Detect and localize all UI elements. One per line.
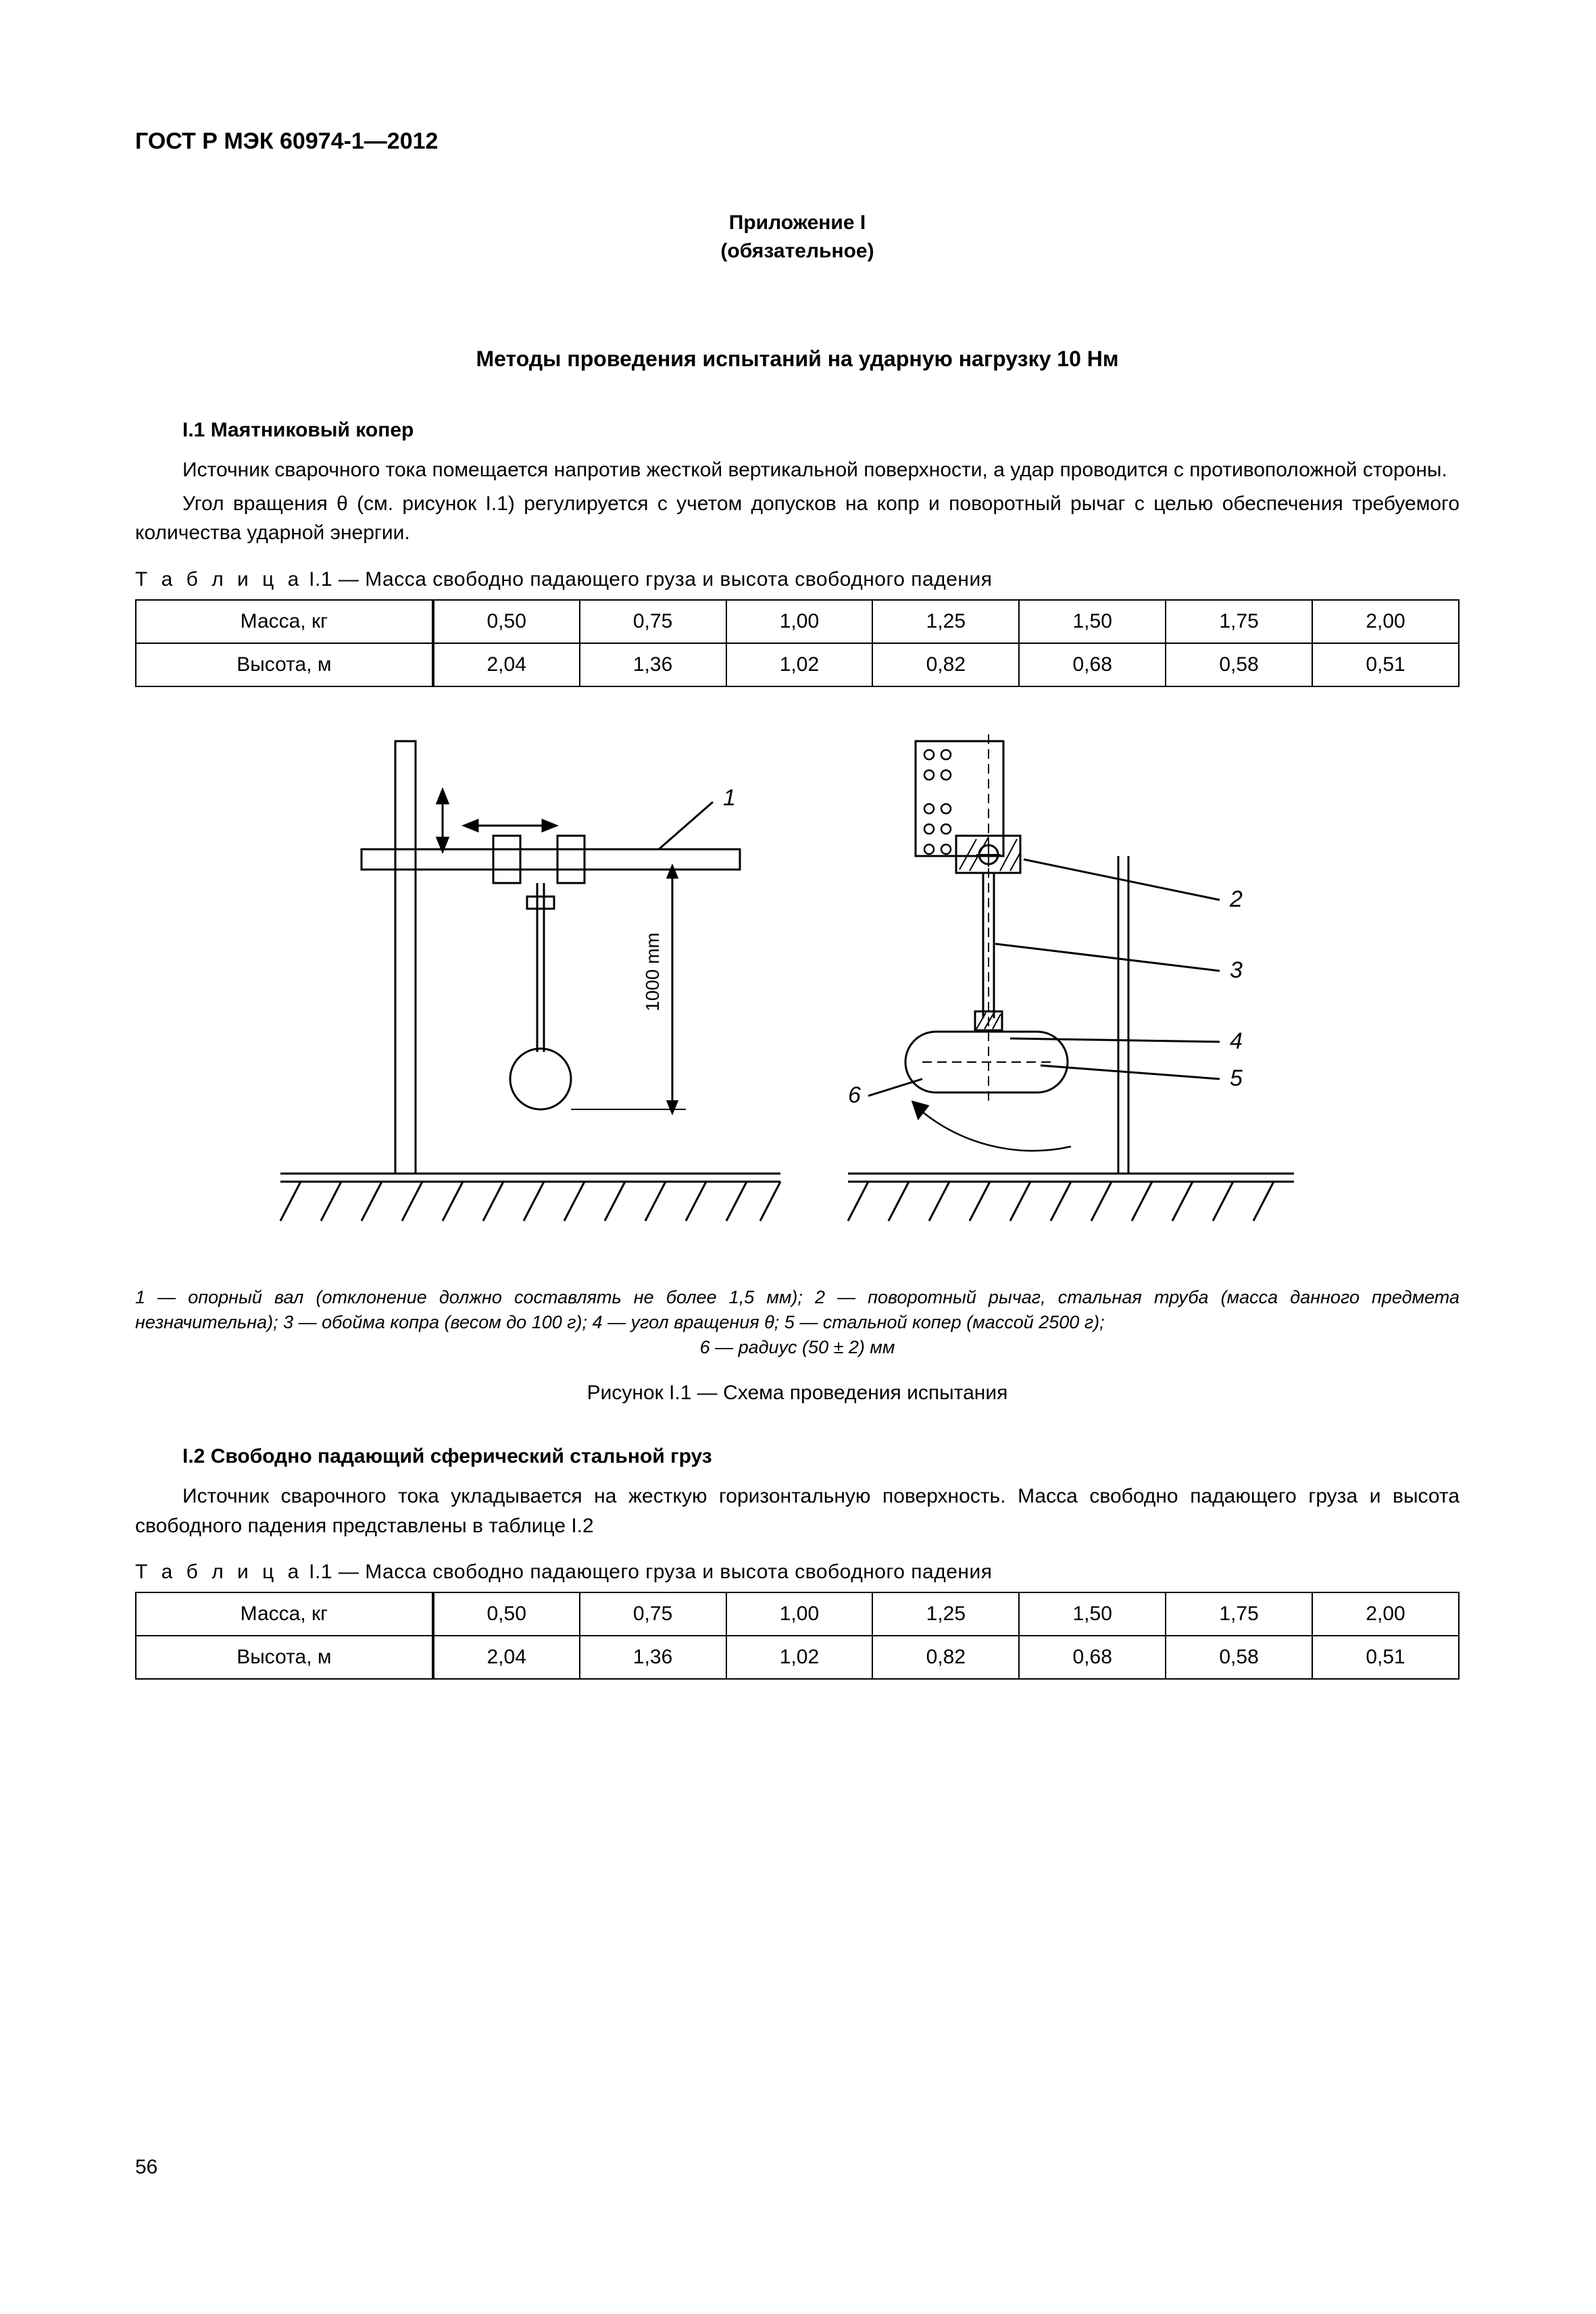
table1-height-label: Высота, м bbox=[136, 643, 433, 686]
table1-caption: Т а б л и ц а I.1 — Масса свободно падаю… bbox=[135, 568, 1460, 591]
table-cell: 0,75 bbox=[580, 1592, 726, 1636]
figure-title: Рисунок I.1 — Схема проведения испытания bbox=[135, 1382, 1460, 1405]
table-cell: 0,51 bbox=[1312, 643, 1459, 686]
table1-mass-label: Масса, кг bbox=[136, 600, 433, 643]
table-row: Масса, кг 0,50 0,75 1,00 1,25 1,50 1,75 … bbox=[136, 1592, 1459, 1636]
s1-heading: I.1 Маятниковый копер bbox=[135, 419, 1460, 442]
svg-text:4: 4 bbox=[1230, 1028, 1243, 1054]
table-cell: 1,25 bbox=[872, 600, 1019, 643]
appendix-kind: (обязательное) bbox=[720, 240, 874, 262]
table-cell: 0,75 bbox=[580, 600, 726, 643]
figure-i1: 1 1000 mm bbox=[135, 728, 1460, 1258]
table-cell: 0,68 bbox=[1019, 643, 1166, 686]
table2: Масса, кг 0,50 0,75 1,00 1,25 1,50 1,75 … bbox=[135, 1592, 1460, 1680]
table-cell: 1,00 bbox=[726, 600, 873, 643]
table-cell: 1,36 bbox=[580, 643, 726, 686]
table-cell: 0,50 bbox=[433, 1592, 580, 1636]
doc-header: ГОСТ Р МЭК 60974-1—2012 bbox=[135, 128, 1460, 155]
s2-heading: I.2 Свободно падающий сферический стальн… bbox=[135, 1445, 1460, 1468]
table1: Масса, кг 0,50 0,75 1,00 1,25 1,50 1,75 … bbox=[135, 599, 1460, 687]
svg-text:6: 6 bbox=[848, 1082, 861, 1108]
table-cell: 0,58 bbox=[1166, 1636, 1312, 1679]
table-cell: 0,58 bbox=[1166, 643, 1312, 686]
table-row: Масса, кг 0,50 0,75 1,00 1,25 1,50 1,75 … bbox=[136, 600, 1459, 643]
page-number: 56 bbox=[135, 2156, 157, 2179]
table-cell: 0,50 bbox=[433, 600, 580, 643]
appendix-label: Приложение I bbox=[729, 211, 866, 234]
svg-text:5: 5 bbox=[1230, 1065, 1243, 1091]
table-cell: 2,00 bbox=[1312, 1592, 1459, 1636]
legend-text: 1 — опорный вал (отклонение должно соста… bbox=[135, 1287, 1460, 1333]
table2-caption: Т а б л и ц а I.1 — Масса свободно падаю… bbox=[135, 1561, 1460, 1584]
table-cell: 1,50 bbox=[1019, 1592, 1166, 1636]
svg-text:2: 2 bbox=[1229, 886, 1243, 912]
table-cell: 0,68 bbox=[1019, 1636, 1166, 1679]
table-cell: 1,36 bbox=[580, 1636, 726, 1679]
table1-caption-rest: I.1 — Масса свободно падающего груза и в… bbox=[303, 568, 992, 590]
table-cell: 1,02 bbox=[726, 643, 873, 686]
figure-legend: 1 — опорный вал (отклонение должно соста… bbox=[135, 1285, 1460, 1336]
table1-caption-prefix: Т а б л и ц а bbox=[135, 568, 303, 590]
table-cell: 2,04 bbox=[433, 643, 580, 686]
table-cell: 2,04 bbox=[433, 1636, 580, 1679]
table2-caption-rest: I.1 — Масса свободно падающего груза и в… bbox=[303, 1561, 992, 1583]
table-cell: 0,51 bbox=[1312, 1636, 1459, 1679]
table-cell: 1,75 bbox=[1166, 600, 1312, 643]
appendix-title: Приложение I (обязательное) bbox=[135, 209, 1460, 266]
s1-p2: Угол вращения θ (см. рисунок I.1) регули… bbox=[135, 489, 1460, 548]
table2-caption-prefix: Т а б л и ц а bbox=[135, 1561, 303, 1583]
s2-p1: Источник сварочного тока укладывается на… bbox=[135, 1482, 1460, 1540]
table-cell: 0,82 bbox=[872, 1636, 1019, 1679]
main-title: Методы проведения испытаний на ударную н… bbox=[135, 347, 1460, 372]
table-row: Высота, м 2,04 1,36 1,02 0,82 0,68 0,58 … bbox=[136, 643, 1459, 686]
figure-legend-last: 6 — радиус (50 ± 2) мм bbox=[135, 1337, 1460, 1358]
table-cell: 1,25 bbox=[872, 1592, 1019, 1636]
table-cell: 2,00 bbox=[1312, 600, 1459, 643]
svg-text:1: 1 bbox=[723, 785, 736, 811]
table2-height-label: Высота, м bbox=[136, 1636, 433, 1679]
table-cell: 1,02 bbox=[726, 1636, 873, 1679]
legend-last-text: 6 — радиус (50 ± 2) мм bbox=[700, 1337, 895, 1357]
svg-text:1000 mm: 1000 mm bbox=[642, 932, 663, 1011]
s1-p1: Источник сварочного тока помещается напр… bbox=[135, 455, 1460, 485]
table-cell: 1,50 bbox=[1019, 600, 1166, 643]
table-cell: 1,00 bbox=[726, 1592, 873, 1636]
table2-mass-label: Масса, кг bbox=[136, 1592, 433, 1636]
table-cell: 0,82 bbox=[872, 643, 1019, 686]
svg-text:3: 3 bbox=[1230, 957, 1243, 983]
table-cell: 1,75 bbox=[1166, 1592, 1312, 1636]
table-row: Высота, м 2,04 1,36 1,02 0,82 0,68 0,58 … bbox=[136, 1636, 1459, 1679]
